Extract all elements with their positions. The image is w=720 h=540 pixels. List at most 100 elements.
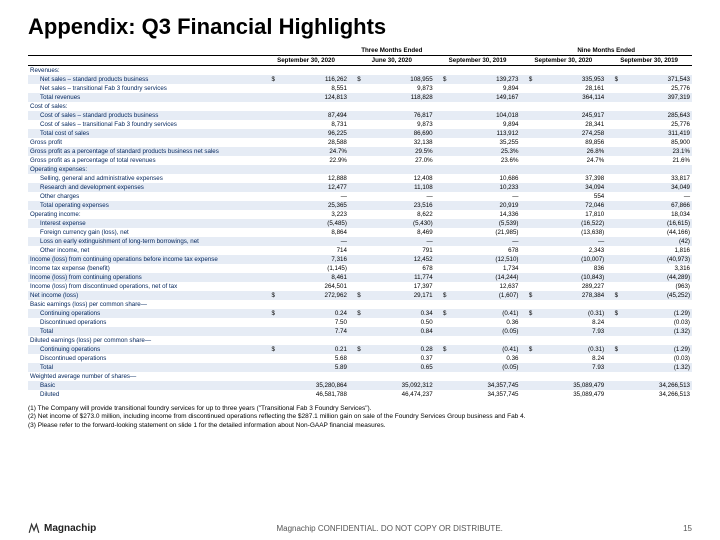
- row-label: Net income (loss): [28, 291, 263, 300]
- cell-value: 836: [534, 264, 606, 273]
- table-row: Other charges———554—: [28, 192, 692, 201]
- footnote: (2) Net income of $273.0 million, includ…: [28, 413, 692, 421]
- cell-value: (1.29): [620, 345, 692, 354]
- disclaimer: Magnachip CONFIDENTIAL. DO NOT COPY OR D…: [276, 524, 502, 533]
- table-row: Loss on early extinguishment of long-ter…: [28, 237, 692, 246]
- cell-value: (0.05): [448, 363, 520, 372]
- cell-value: 14,336: [448, 210, 520, 219]
- cell-value: 46,474,237: [363, 390, 435, 399]
- cell-value: 8.24: [534, 318, 606, 327]
- cell-value: [620, 372, 692, 381]
- cell-value: [363, 372, 435, 381]
- cell-value: [363, 66, 435, 76]
- cell-value: 23.6%: [448, 156, 520, 165]
- cell-value: 85,900: [620, 138, 692, 147]
- cell-value: (45,252): [620, 291, 692, 300]
- cell-value: 272,962: [277, 291, 349, 300]
- row-label: Operating expenses:: [28, 165, 263, 174]
- row-label: Basic earnings (loss) per common share—: [28, 300, 263, 309]
- cell-value: 25,776: [620, 120, 692, 129]
- cell-value: 22.9%: [277, 156, 349, 165]
- cell-value: 116,262: [277, 75, 349, 84]
- table-row: Total cost of sales96,22586,690113,91227…: [28, 129, 692, 138]
- row-label: Discontinued operations: [28, 354, 263, 363]
- row-label: Foreign currency gain (loss), net: [28, 228, 263, 237]
- cell-value: (10,007): [534, 255, 606, 264]
- row-label: Other income, net: [28, 246, 263, 255]
- cell-value: [363, 300, 435, 309]
- cell-value: 34,357,745: [448, 381, 520, 390]
- cell-value: 118,828: [363, 93, 435, 102]
- table-row: Cost of sales:: [28, 102, 692, 111]
- cell-value: (1.32): [620, 327, 692, 336]
- cell-value: [534, 66, 606, 76]
- table-row: Cost of sales – transitional Fab 3 found…: [28, 120, 692, 129]
- table-row: Continuing operations$0.24$0.34$(0.41)$(…: [28, 309, 692, 318]
- table-row: Diluted46,581,78846,474,23734,357,74535,…: [28, 390, 692, 399]
- cell-value: 28,161: [534, 84, 606, 93]
- cell-value: [534, 336, 606, 345]
- table-row: Interest expense(5,485)(5,430)(5,539)(16…: [28, 219, 692, 228]
- cell-value: 7.93: [534, 363, 606, 372]
- cell-value: (14,244): [448, 273, 520, 282]
- cell-value: 87,494: [277, 111, 349, 120]
- table-row: Diluted earnings (loss) per common share…: [28, 336, 692, 345]
- cell-value: 0.50: [363, 318, 435, 327]
- row-label: Revenues:: [28, 66, 263, 76]
- table-row: Total7.740.84(0.05)7.93(1.32): [28, 327, 692, 336]
- cell-value: 35,092,312: [363, 381, 435, 390]
- cell-value: (16,522): [534, 219, 606, 228]
- footnote: (1) The Company will provide transitiona…: [28, 405, 692, 413]
- row-label: Total: [28, 363, 263, 372]
- cell-value: —: [448, 192, 520, 201]
- table-row: Net income (loss)$272,962$29,171$(1,607)…: [28, 291, 692, 300]
- row-label: Income (loss) from continuing operations: [28, 273, 263, 282]
- table-row: Discontinued operations7.500.500.368.24(…: [28, 318, 692, 327]
- cell-value: (40,973): [620, 255, 692, 264]
- cell-value: 397,319: [620, 93, 692, 102]
- cell-value: 9,873: [363, 120, 435, 129]
- row-label: Cost of sales – standard products busine…: [28, 111, 263, 120]
- cell-value: 9,873: [363, 84, 435, 93]
- row-label: Income (loss) from continuing operations…: [28, 255, 263, 264]
- table-row: Income tax expense (benefit)(1,145)6781,…: [28, 264, 692, 273]
- cell-value: [363, 102, 435, 111]
- row-label: Other charges: [28, 192, 263, 201]
- cell-value: 32,138: [363, 138, 435, 147]
- cell-value: 311,419: [620, 129, 692, 138]
- row-label: Income (loss) from discontinued operatio…: [28, 282, 263, 291]
- cell-value: 7.93: [534, 327, 606, 336]
- cell-value: 24.7%: [277, 147, 349, 156]
- cell-value: [448, 300, 520, 309]
- col-header: September 30, 2020: [263, 56, 349, 66]
- cell-value: 3,316: [620, 264, 692, 273]
- table-row: Operating expenses:: [28, 165, 692, 174]
- cell-value: 67,866: [620, 201, 692, 210]
- cell-value: 8,622: [363, 210, 435, 219]
- cell-value: [534, 300, 606, 309]
- cell-value: 25,776: [620, 84, 692, 93]
- cell-value: 72,046: [534, 201, 606, 210]
- row-label: Continuing operations: [28, 309, 263, 318]
- cell-value: [534, 372, 606, 381]
- row-label: Interest expense: [28, 219, 263, 228]
- cell-value: 5.68: [277, 354, 349, 363]
- cell-value: 29.5%: [363, 147, 435, 156]
- cell-value: 12,452: [363, 255, 435, 264]
- cell-value: 23.1%: [620, 147, 692, 156]
- cell-value: 46,581,788: [277, 390, 349, 399]
- cell-value: 25,365: [277, 201, 349, 210]
- cell-value: 12,637: [448, 282, 520, 291]
- table-row: Gross profit as a percentage of standard…: [28, 147, 692, 156]
- cell-value: [277, 300, 349, 309]
- cell-value: —: [363, 192, 435, 201]
- period-group-row: Three Months Ended Nine Months Ended: [28, 46, 692, 56]
- cell-value: 28,341: [534, 120, 606, 129]
- cell-value: [277, 372, 349, 381]
- table-row: Research and development expenses12,4771…: [28, 183, 692, 192]
- row-label: Gross profit as a percentage of standard…: [28, 147, 263, 156]
- cell-value: [620, 102, 692, 111]
- cell-value: [534, 165, 606, 174]
- cell-value: 12,408: [363, 174, 435, 183]
- cell-value: [277, 66, 349, 76]
